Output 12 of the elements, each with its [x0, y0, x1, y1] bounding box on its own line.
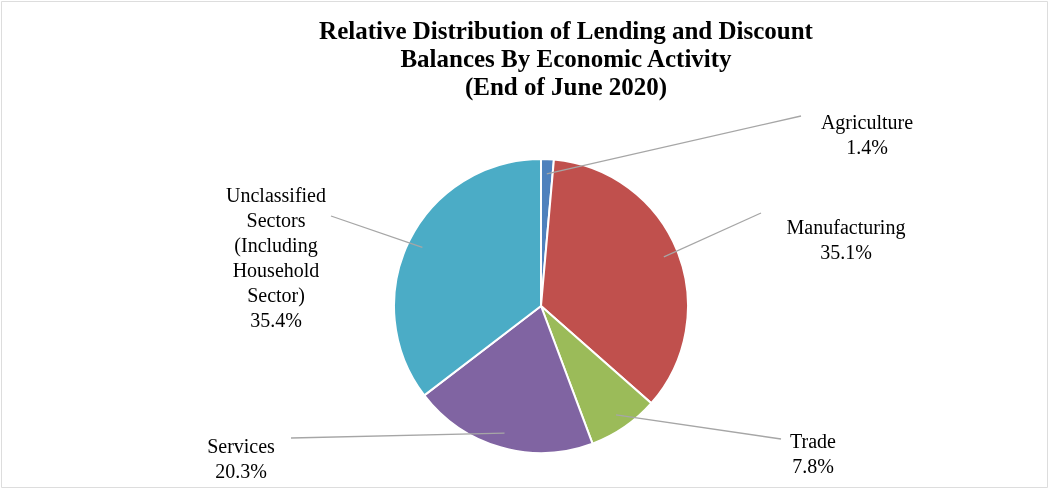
slice-label: Trade: [790, 430, 837, 452]
data-label: 35.4%: [250, 309, 302, 331]
slice-label: Unclassified Sectors (Including Household Sector): [226, 184, 326, 307]
data-label: 35.1%: [820, 241, 872, 263]
slice-label: Manufacturing: [786, 216, 906, 239]
chart-subtitle: (End of June 2020): [464, 73, 668, 101]
data-label: 20.3%: [215, 460, 267, 482]
chart-title: Relative Distribution of Lending and Discount Balances By Economic Activity: [319, 17, 814, 72]
slice-label: Agriculture: [820, 111, 914, 134]
data-label: 1.4%: [846, 136, 888, 158]
data-label: 7.8%: [792, 455, 834, 477]
slice-label: Services: [207, 435, 276, 457]
